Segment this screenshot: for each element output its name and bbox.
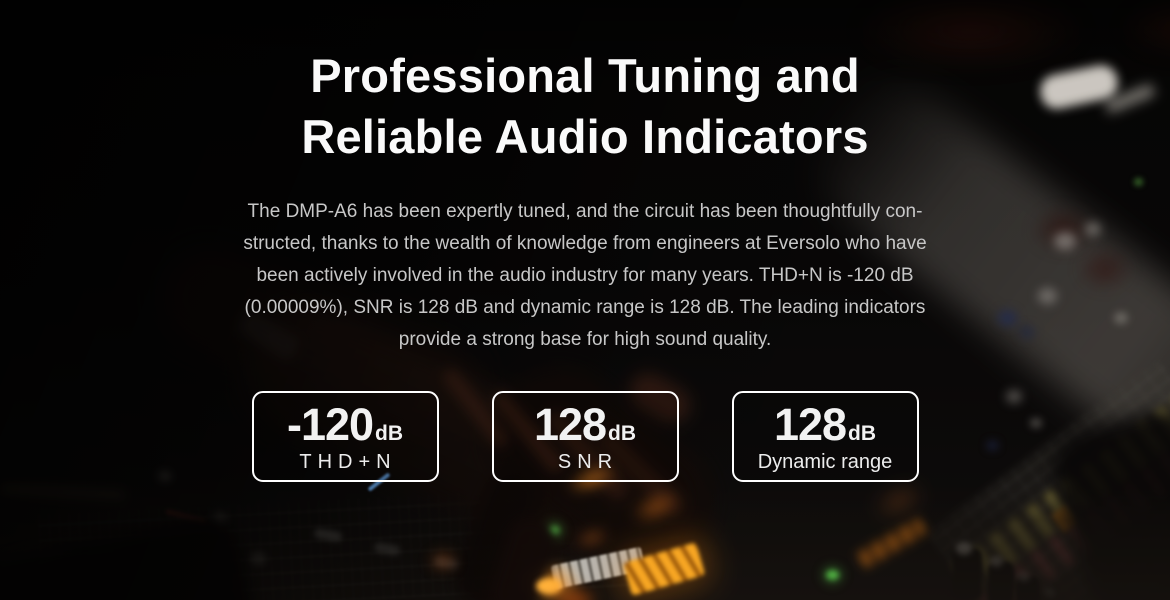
stat-card-snr: 128 dB SNR [491,391,679,482]
stats-row: -120 dB THD+N 128 dB SNR 128 dB Dynamic ran… [0,391,1170,482]
stat-unit: dB [375,422,404,445]
stat-number: -120 dB [287,402,403,447]
stat-value: 128 [773,399,847,450]
stat-label: Dynamic range [757,451,893,473]
hero-description: The DMP-A6 has been expertly tuned, and … [243,201,927,350]
stat-unit: dB [848,422,877,445]
stat-value: 128 [533,399,607,450]
stat-label: SNR [557,451,619,473]
stat-label: THD+N [299,451,397,473]
page-title: Professional Tuning and Reliable Audio I… [301,49,869,163]
stat-value: -120 [286,399,374,450]
stat-number: 128 dB [534,402,636,447]
stat-number: 128 dB [774,402,876,447]
stat-card-dynamic-range: 128 dB Dynamic range [731,391,919,482]
stat-card-thd-n: -120 dB THD+N [251,391,439,482]
stat-unit: dB [608,422,637,445]
